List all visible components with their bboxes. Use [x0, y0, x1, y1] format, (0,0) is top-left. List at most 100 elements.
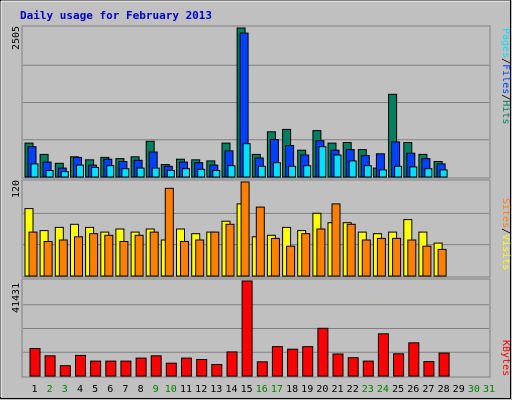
bar-pages-day-28 — [439, 169, 448, 178]
bar-pages-day-7 — [121, 168, 130, 178]
bar-pages-day-4 — [76, 164, 84, 178]
x-tick-label: 5 — [92, 384, 98, 395]
bar-pages-day-26 — [409, 166, 418, 178]
bar-sites-day-22 — [346, 223, 356, 277]
bar-pages-day-9 — [151, 167, 160, 178]
legend-kbytes: KBytes — [500, 340, 511, 376]
bar-pages-day-16 — [257, 165, 266, 178]
panel-visits-bars — [24, 181, 447, 277]
bar-pages-day-13 — [212, 170, 221, 178]
bar-pages-day-11 — [182, 168, 190, 178]
x-tick-label: 20 — [316, 384, 328, 395]
bar-pages-day-22 — [348, 160, 357, 178]
bar-kbytes-day-18 — [287, 348, 299, 377]
bar-sites-day-21 — [331, 203, 341, 277]
bar-kbytes-day-13 — [211, 364, 223, 377]
bar-kbytes-day-2 — [44, 355, 56, 377]
x-tick-label: 9 — [153, 384, 159, 395]
x-tick-label: 11 — [180, 384, 192, 395]
bar-sites-day-18 — [286, 245, 296, 277]
legend-separator: / — [500, 58, 511, 64]
bar-sites-day-1 — [28, 231, 38, 277]
bar-sites-day-26 — [407, 239, 417, 277]
panel-hits: 2505 Pages/Files/Hits — [11, 25, 511, 179]
panel-hits-grid — [23, 64, 489, 141]
x-tick-label: 27 — [422, 384, 434, 395]
x-tick-label: 1 — [31, 384, 37, 395]
bar-sites-day-28 — [437, 248, 447, 277]
x-tick-label: 21 — [331, 384, 343, 395]
x-tick-label: 31 — [483, 384, 495, 395]
legend-separator: / — [500, 94, 511, 100]
bar-kbytes-day-22 — [347, 357, 359, 377]
x-tick-label: 29 — [453, 384, 465, 395]
x-tick-label: 25 — [392, 384, 404, 395]
bar-pages-day-5 — [91, 167, 100, 178]
bar-sites-day-6 — [104, 234, 114, 277]
bar-sites-day-8 — [134, 234, 144, 277]
x-tick-label: 4 — [77, 384, 83, 395]
bar-sites-day-12 — [195, 239, 205, 277]
panel-hits-ymax-label: 2505 — [11, 26, 22, 50]
bar-pages-day-10 — [166, 170, 175, 178]
panel-visits-ymax-label: 120 — [11, 180, 22, 198]
legend-separator: / — [500, 228, 511, 234]
bar-pages-day-23 — [363, 165, 372, 178]
x-tick-label: 12 — [195, 384, 207, 395]
bar-kbytes-day-15 — [241, 280, 253, 377]
bar-pages-day-12 — [197, 168, 206, 178]
panel-kbytes: 41431 KBytes — [11, 278, 511, 378]
x-tick-label: 15 — [241, 384, 253, 395]
bar-kbytes-day-6 — [105, 360, 117, 377]
bar-pages-day-25 — [394, 165, 403, 178]
x-tick-label: 10 — [165, 384, 177, 395]
panel-kbytes-legend: KBytes — [500, 340, 511, 376]
bar-pages-day-21 — [333, 154, 342, 178]
bar-kbytes-day-12 — [196, 359, 208, 377]
panel-visits: 120 Sites/Visits — [11, 179, 511, 278]
x-tick-label: 28 — [438, 384, 450, 395]
bar-pages-day-17 — [272, 162, 281, 178]
chart-title: Daily usage for February 2013 — [20, 9, 212, 22]
x-tick-label: 18 — [286, 384, 298, 395]
bar-pages-day-3 — [60, 171, 69, 178]
bar-kbytes-day-8 — [135, 357, 147, 377]
x-tick-label: 22 — [347, 384, 359, 395]
bar-kbytes-day-19 — [302, 346, 314, 377]
bar-kbytes-day-23 — [362, 360, 374, 377]
panel-visits-legend: Sites/Visits — [500, 198, 511, 270]
x-tick-label: 3 — [62, 384, 68, 395]
x-tick-label: 30 — [468, 384, 480, 395]
bar-pages-day-27 — [424, 168, 433, 178]
x-tick-label: 7 — [122, 384, 128, 395]
bar-kbytes-day-10 — [165, 362, 177, 377]
x-tick-label: 2 — [47, 384, 53, 395]
legend-visits: Visits — [500, 234, 511, 270]
bar-sites-day-24 — [376, 237, 386, 277]
panel-kbytes-bars — [29, 280, 450, 377]
legend-pages: Pages — [500, 28, 511, 58]
x-tick-label: 14 — [225, 384, 237, 395]
bar-kbytes-day-28 — [438, 352, 450, 377]
bar-sites-day-25 — [392, 237, 402, 277]
bar-kbytes-day-1 — [29, 348, 41, 377]
x-tick-label: 13 — [210, 384, 222, 395]
bar-kbytes-day-5 — [90, 360, 102, 377]
legend-sites: Sites — [500, 198, 511, 228]
bar-sites-day-27 — [422, 245, 432, 277]
bar-pages-day-19 — [303, 165, 312, 178]
bar-sites-day-4 — [74, 236, 83, 277]
bar-kbytes-day-3 — [59, 365, 71, 377]
bar-kbytes-day-11 — [181, 357, 192, 377]
legend-hits: Hits — [500, 100, 511, 124]
bar-sites-day-19 — [301, 233, 311, 277]
bar-kbytes-day-17 — [271, 346, 283, 377]
bar-kbytes-day-27 — [423, 361, 435, 377]
x-tick-label: 8 — [138, 384, 144, 395]
bar-sites-day-20 — [316, 228, 326, 277]
bar-pages-day-14 — [227, 165, 236, 178]
bar-kbytes-day-26 — [408, 342, 420, 377]
bar-pages-day-6 — [106, 165, 115, 178]
panel-hits-bars — [24, 27, 448, 178]
